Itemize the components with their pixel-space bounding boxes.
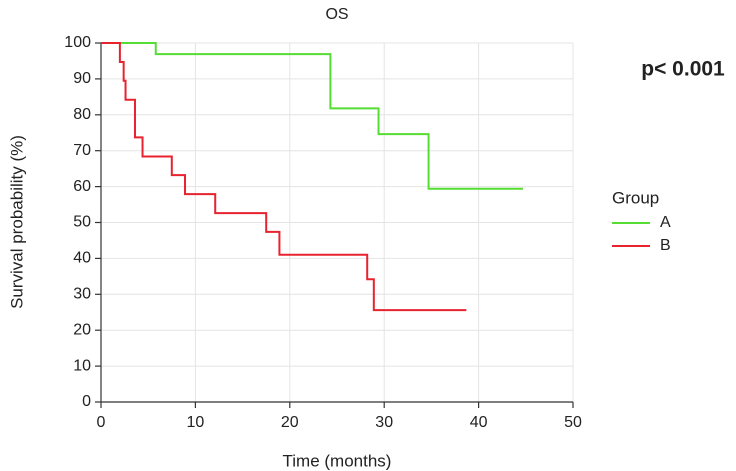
x-tick-label: 0 [97, 414, 106, 431]
survival-curve [101, 42, 523, 190]
x-tick-label: 20 [281, 414, 299, 431]
legend-title: Group [612, 188, 659, 207]
y-tick-label: 0 [82, 393, 91, 410]
legend-label: A [660, 214, 671, 231]
survival-curve [101, 42, 467, 312]
y-tick-label: 90 [73, 70, 91, 87]
x-tick-label: 40 [470, 414, 488, 431]
y-tick-label: 20 [73, 321, 91, 338]
y-tick-label: 80 [73, 106, 91, 123]
y-axis-label: Survival probability (%) [7, 135, 26, 309]
p-value: p< 0.001 [641, 58, 725, 81]
y-tick-label: 50 [73, 214, 91, 231]
x-tick-label: 50 [564, 414, 582, 431]
x-axis-label: Time (months) [283, 451, 392, 470]
y-tick-label: 40 [73, 250, 91, 267]
chart-title: OS [325, 6, 348, 23]
y-tick-label: 60 [73, 178, 91, 195]
y-tick-label: 100 [64, 34, 91, 51]
y-tick-label: 70 [73, 142, 91, 159]
y-tick-label: 10 [73, 357, 91, 374]
y-tick-label: 30 [73, 286, 91, 303]
x-tick-label: 10 [187, 414, 205, 431]
legend-label: B [660, 237, 671, 254]
x-tick-label: 30 [375, 414, 393, 431]
